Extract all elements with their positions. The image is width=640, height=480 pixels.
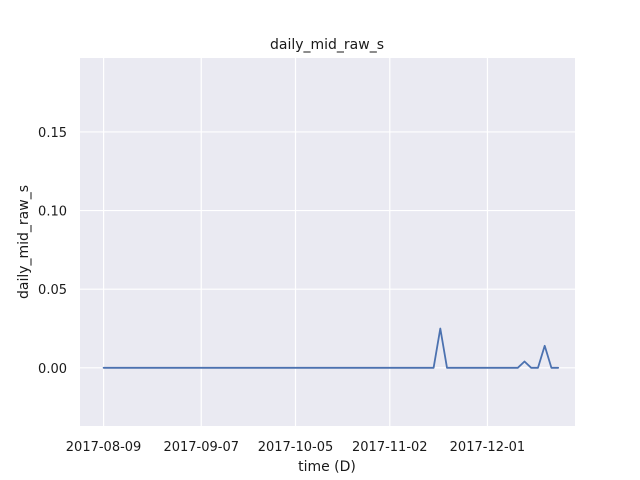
y-tick-label: 0.05 (38, 283, 67, 298)
plot-area (80, 58, 575, 426)
y-tick-labels: 0.00 0.05 0.10 0.15 (38, 126, 67, 377)
x-tick-label: 2017-08-09 (66, 440, 142, 455)
x-axis-label: time (D) (298, 459, 356, 475)
x-tick-label: 2017-09-07 (163, 440, 239, 455)
series-group (102, 327, 560, 369)
y-tick-label: 0.10 (38, 205, 67, 220)
series-line (102, 327, 560, 369)
x-tick-label: 2017-10-05 (258, 440, 334, 455)
x-tick-label: 2017-11-02 (352, 440, 428, 455)
y-tick-label: 0.00 (38, 362, 67, 377)
x-tick-labels: 2017-08-09 2017-09-07 2017-10-05 2017-11-02… (66, 440, 525, 455)
y-tick-label: 0.15 (38, 126, 67, 141)
x-tick-label: 2017-12-01 (450, 440, 526, 455)
y-axis-label: daily_mid_raw_s (16, 185, 32, 299)
chart-title: daily_mid_raw_s (270, 37, 384, 53)
